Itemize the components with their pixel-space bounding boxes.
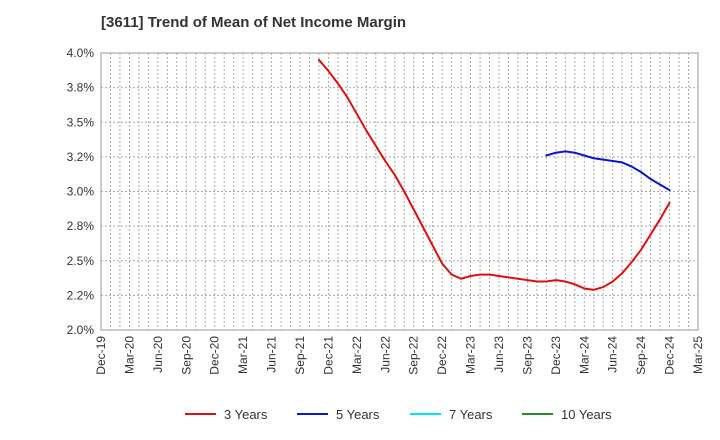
x-tick-label: Mar-22 (350, 336, 364, 374)
grid-lines (101, 53, 698, 330)
x-tick-label: Dec-23 (549, 336, 563, 375)
x-tick-label: Dec-24 (663, 336, 677, 375)
series-line-5-years (545, 150, 671, 192)
axis-tick-labels: 2.0% 2.2% 2.5% 2.8% 3.0% 3.2% 3.5% 3.8% 4.0% Dec-… (67, 46, 705, 375)
y-tick-label: 3.2% (67, 150, 95, 164)
x-tick-label: Jun-23 (492, 336, 506, 373)
series-line-3-years (317, 58, 671, 291)
y-tick-label: 2.8% (67, 219, 95, 233)
y-tick-label: 3.8% (67, 81, 95, 95)
series-lines (317, 58, 671, 291)
y-tick-label: 3.0% (67, 185, 95, 199)
legend-label-3-years: 3 Years (224, 407, 268, 422)
x-tick-label: Jun-22 (378, 336, 392, 373)
y-tick-label: 2.2% (67, 288, 95, 302)
x-tick-label: Dec-21 (321, 336, 335, 375)
x-tick-label: Mar-24 (577, 336, 591, 374)
x-tick-label: Sep-21 (293, 336, 307, 375)
x-tick-label: Dec-19 (94, 336, 108, 375)
x-tick-label: Sep-23 (520, 336, 534, 375)
x-tick-label: Mar-20 (122, 336, 136, 374)
legend: 3 Years 5 Years 7 Years 10 Years (185, 407, 612, 422)
x-tick-label: Sep-24 (634, 336, 648, 375)
legend-label-10-years: 10 Years (561, 407, 612, 422)
y-tick-label: 3.5% (67, 115, 95, 129)
x-tick-label: Jun-20 (151, 336, 165, 373)
y-tick-label: 4.0% (67, 46, 95, 60)
legend-label-5-years: 5 Years (336, 407, 380, 422)
x-tick-label: Dec-20 (208, 336, 222, 375)
x-tick-label: Sep-22 (407, 336, 421, 375)
y-tick-label: 2.5% (67, 254, 95, 268)
x-tick-label: Mar-21 (236, 336, 250, 374)
x-tick-label: Jun-24 (606, 336, 620, 373)
x-tick-label: Dec-22 (435, 336, 449, 375)
x-tick-label: Sep-20 (179, 336, 193, 375)
x-tick-label: Mar-25 (691, 336, 705, 374)
legend-label-7-years: 7 Years (449, 407, 493, 422)
y-tick-label: 2.0% (67, 323, 95, 337)
chart-title: [3611] Trend of Mean of Net Income Margi… (101, 14, 407, 31)
x-tick-label: Mar-23 (464, 336, 478, 374)
x-tick-label: Jun-21 (265, 336, 279, 373)
